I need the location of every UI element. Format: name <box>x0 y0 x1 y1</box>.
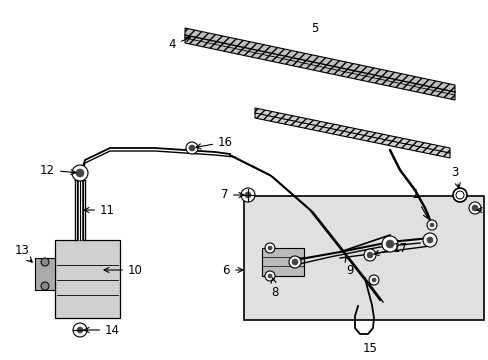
Text: 14: 14 <box>84 324 120 337</box>
Circle shape <box>72 165 88 181</box>
Circle shape <box>363 249 375 261</box>
Circle shape <box>368 275 378 285</box>
Circle shape <box>264 243 274 253</box>
Circle shape <box>381 236 397 252</box>
Polygon shape <box>184 28 454 100</box>
Circle shape <box>288 256 301 268</box>
Text: 9: 9 <box>345 257 353 276</box>
Text: 3: 3 <box>450 166 459 188</box>
Circle shape <box>452 188 466 202</box>
Text: 16: 16 <box>196 135 232 149</box>
Circle shape <box>267 246 271 250</box>
Circle shape <box>429 223 433 227</box>
Circle shape <box>264 271 274 281</box>
Text: 5: 5 <box>311 22 318 35</box>
Text: 2: 2 <box>486 203 488 216</box>
Text: 6: 6 <box>222 264 243 276</box>
Circle shape <box>76 169 84 177</box>
Text: 11: 11 <box>84 203 115 216</box>
Text: 12: 12 <box>40 163 76 176</box>
Circle shape <box>468 202 480 214</box>
Circle shape <box>366 252 372 258</box>
Text: 7: 7 <box>220 189 244 202</box>
Circle shape <box>471 205 477 211</box>
Polygon shape <box>254 108 449 158</box>
Circle shape <box>73 323 87 337</box>
Circle shape <box>41 258 49 266</box>
Circle shape <box>41 282 49 290</box>
Circle shape <box>371 278 375 282</box>
Bar <box>35 258 55 290</box>
Circle shape <box>241 188 254 202</box>
Circle shape <box>385 240 393 248</box>
Circle shape <box>267 274 271 278</box>
Bar <box>262 248 304 276</box>
Text: 17: 17 <box>373 242 407 255</box>
Circle shape <box>455 191 463 199</box>
Text: 2: 2 <box>476 203 488 216</box>
Circle shape <box>422 233 436 247</box>
Text: 4: 4 <box>168 37 190 51</box>
Text: 15: 15 <box>362 342 377 355</box>
Text: 13: 13 <box>15 243 29 256</box>
Circle shape <box>291 259 297 265</box>
Bar <box>55 240 120 318</box>
Circle shape <box>426 237 432 243</box>
Circle shape <box>77 327 83 333</box>
Text: 8: 8 <box>270 278 278 298</box>
Text: 1: 1 <box>410 189 427 219</box>
Circle shape <box>244 192 250 198</box>
Circle shape <box>189 145 195 151</box>
Bar <box>244 196 483 320</box>
Circle shape <box>185 142 198 154</box>
Circle shape <box>426 220 436 230</box>
Text: 10: 10 <box>104 264 142 276</box>
